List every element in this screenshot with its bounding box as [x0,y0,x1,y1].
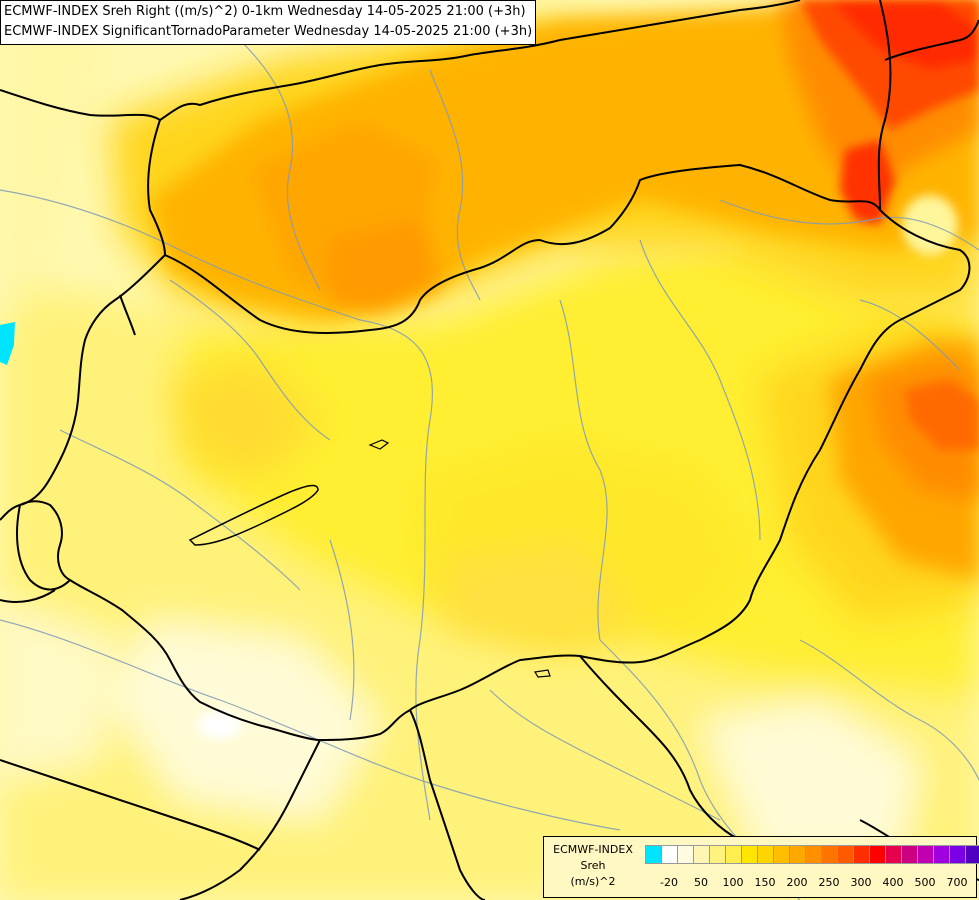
legend-tick-label: 200 [786,876,808,889]
legend-swatches [645,845,979,864]
legend-swatch [869,845,886,864]
legend-swatch [885,845,902,864]
legend-label-source: ECMWF-INDEX [553,843,633,856]
map-title-line-2: ECMWF-INDEX SignificantTornadoParameter … [4,24,533,39]
legend-swatch [837,845,854,864]
legend-swatch [677,845,694,864]
legend-swatch [805,845,822,864]
legend-swatch [917,845,934,864]
legend-swatch [853,845,870,864]
legend-swatch [949,845,966,864]
legend-swatch [741,845,758,864]
legend-tick-label: -20 [660,876,678,889]
legend-swatch [789,845,806,864]
field-pale-spot [902,195,958,255]
lake-outline [188,484,319,546]
legend-tick-label: 250 [818,876,840,889]
map-title-box: ECMWF-INDEX Sreh Right ((m/s)^2) 0-1km W… [0,0,537,45]
rivers [0,39,979,900]
legend-swatch [965,845,979,864]
field-white-spot [198,711,242,739]
legend-swatch [757,845,774,864]
legend-tick-label: 150 [754,876,776,889]
legend-swatch [821,845,838,864]
negative-value-patch [0,322,15,365]
legend-tick-label: 100 [722,876,744,889]
legend-label-variable: Sreh [580,859,606,872]
color-legend: ECMWF-INDEX Sreh (m/s)^2 -20 50 100 150 200 2… [543,836,979,898]
legend-swatch [725,845,742,864]
legend-label-unit: (m/s)^2 [570,875,616,888]
legend-tick-label: 700 [946,876,968,889]
legend-tick-label: 400 [882,876,904,889]
small-lake-outline-2 [534,669,551,678]
map-title-line-1: ECMWF-INDEX Sreh Right ((m/s)^2) 0-1km W… [4,4,526,19]
legend-tick-label: 500 [914,876,936,889]
legend-swatch [645,845,662,864]
legend-swatch [773,845,790,864]
legend-tick-label: 50 [694,876,708,889]
small-lake-outline [368,439,390,450]
legend-swatch [693,845,710,864]
legend-swatch [901,845,918,864]
legend-swatch [709,845,726,864]
legend-tick-label: 300 [850,876,872,889]
legend-swatch [661,845,678,864]
legend-swatch [933,845,950,864]
